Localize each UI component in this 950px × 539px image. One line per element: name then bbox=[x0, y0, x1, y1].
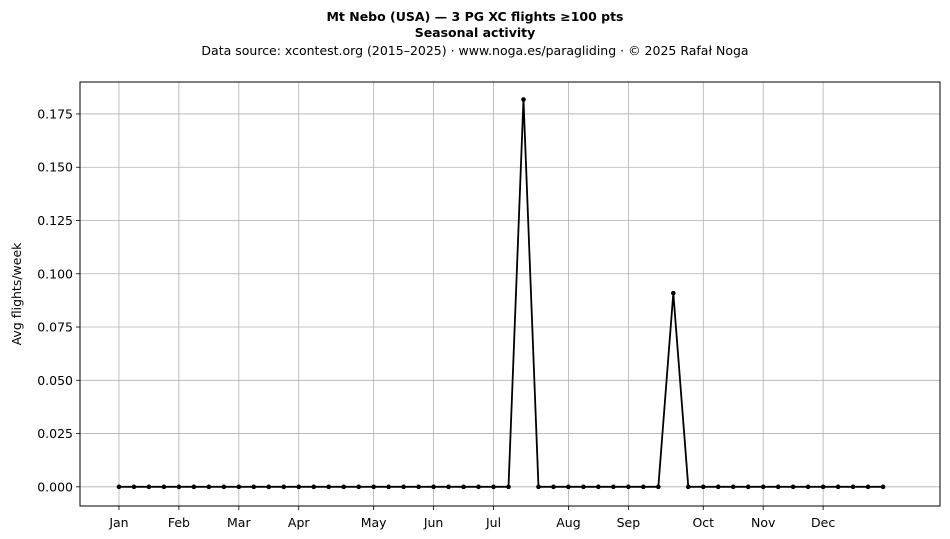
x-axis: Jan Feb Mar Apr May Jun Jul Aug Sep Oct Nov Dec bbox=[108, 506, 835, 530]
data-point bbox=[371, 484, 376, 490]
y-axis: 0.000 0.025 0.050 0.075 0.100 0.125 0.150 0.175 bbox=[37, 106, 80, 494]
data-point bbox=[491, 484, 496, 490]
chart-title: Mt Nebo (USA) — 3 PG XC flights ≥100 pts bbox=[326, 9, 623, 24]
data-point bbox=[581, 484, 586, 490]
data-point bbox=[641, 484, 646, 490]
data-point bbox=[835, 484, 841, 490]
data-point bbox=[700, 484, 706, 490]
y-tick-label: 0.175 bbox=[37, 106, 73, 121]
data-point bbox=[116, 484, 122, 490]
data-point bbox=[566, 484, 571, 490]
x-tick-label: Nov bbox=[751, 515, 776, 530]
data-point bbox=[431, 484, 436, 490]
data-point bbox=[446, 484, 451, 490]
x-tick-label: Oct bbox=[692, 515, 714, 530]
data-point bbox=[745, 484, 751, 490]
data-point bbox=[296, 484, 302, 490]
y-tick-label: 0.025 bbox=[37, 426, 73, 441]
x-tick-label: Sep bbox=[617, 515, 641, 530]
chart-subtitle: Seasonal activity bbox=[415, 25, 536, 40]
data-point bbox=[596, 484, 601, 490]
data-point bbox=[671, 290, 676, 296]
data-point bbox=[131, 484, 137, 490]
x-tick-label: Jun bbox=[423, 515, 444, 530]
data-point bbox=[626, 484, 631, 490]
data-point bbox=[775, 484, 781, 490]
data-point bbox=[685, 484, 691, 490]
y-tick-label: 0.075 bbox=[37, 320, 73, 335]
data-point bbox=[386, 484, 391, 490]
data-point bbox=[146, 484, 152, 490]
y-tick-label: 0.125 bbox=[37, 213, 73, 228]
chart-source-note: Data source: xcontest.org (2015–2025) · … bbox=[201, 43, 748, 58]
data-point bbox=[206, 484, 212, 490]
data-point bbox=[251, 484, 257, 490]
plot-frame bbox=[79, 81, 941, 507]
data-point bbox=[161, 484, 167, 490]
series-line bbox=[118, 99, 884, 488]
data-point bbox=[790, 484, 796, 490]
data-point bbox=[850, 484, 856, 490]
y-axis-label: Avg flights/week bbox=[9, 242, 24, 346]
data-point bbox=[476, 484, 481, 490]
data-point bbox=[341, 484, 346, 490]
x-tick-label: Feb bbox=[168, 515, 190, 530]
data-point bbox=[551, 484, 556, 490]
data-point bbox=[760, 484, 766, 490]
x-tick-label: Jan bbox=[108, 515, 128, 530]
data-point bbox=[730, 484, 736, 490]
data-point bbox=[356, 484, 361, 490]
data-point bbox=[326, 484, 332, 490]
data-point bbox=[191, 484, 197, 490]
data-point bbox=[865, 484, 871, 490]
y-tick-label: 0.000 bbox=[37, 479, 73, 494]
data-point bbox=[221, 484, 227, 490]
data-point bbox=[416, 484, 421, 490]
data-point bbox=[805, 484, 811, 490]
data-point bbox=[536, 484, 541, 490]
x-tick-label: May bbox=[361, 515, 387, 530]
x-tick-label: Jul bbox=[485, 515, 501, 530]
data-point bbox=[176, 484, 182, 490]
y-tick-label: 0.050 bbox=[37, 373, 73, 388]
data-point bbox=[880, 484, 886, 490]
data-point bbox=[236, 484, 242, 490]
data-point bbox=[266, 484, 272, 490]
y-tick-label: 0.150 bbox=[37, 160, 73, 175]
data-point bbox=[401, 484, 406, 490]
y-tick-label: 0.100 bbox=[37, 266, 73, 281]
data-point bbox=[611, 484, 616, 490]
data-point bbox=[820, 484, 826, 490]
data-point bbox=[311, 484, 317, 490]
data-point bbox=[521, 97, 526, 102]
data-point bbox=[461, 484, 466, 490]
data-point bbox=[715, 484, 721, 490]
data-point bbox=[506, 484, 511, 490]
x-tick-label: Aug bbox=[556, 515, 580, 530]
data-point bbox=[281, 484, 287, 490]
series-layer bbox=[116, 97, 886, 490]
x-tick-label: Apr bbox=[288, 515, 310, 530]
x-tick-label: Mar bbox=[227, 515, 251, 530]
data-point bbox=[656, 484, 661, 490]
x-tick-label: Dec bbox=[811, 515, 835, 530]
